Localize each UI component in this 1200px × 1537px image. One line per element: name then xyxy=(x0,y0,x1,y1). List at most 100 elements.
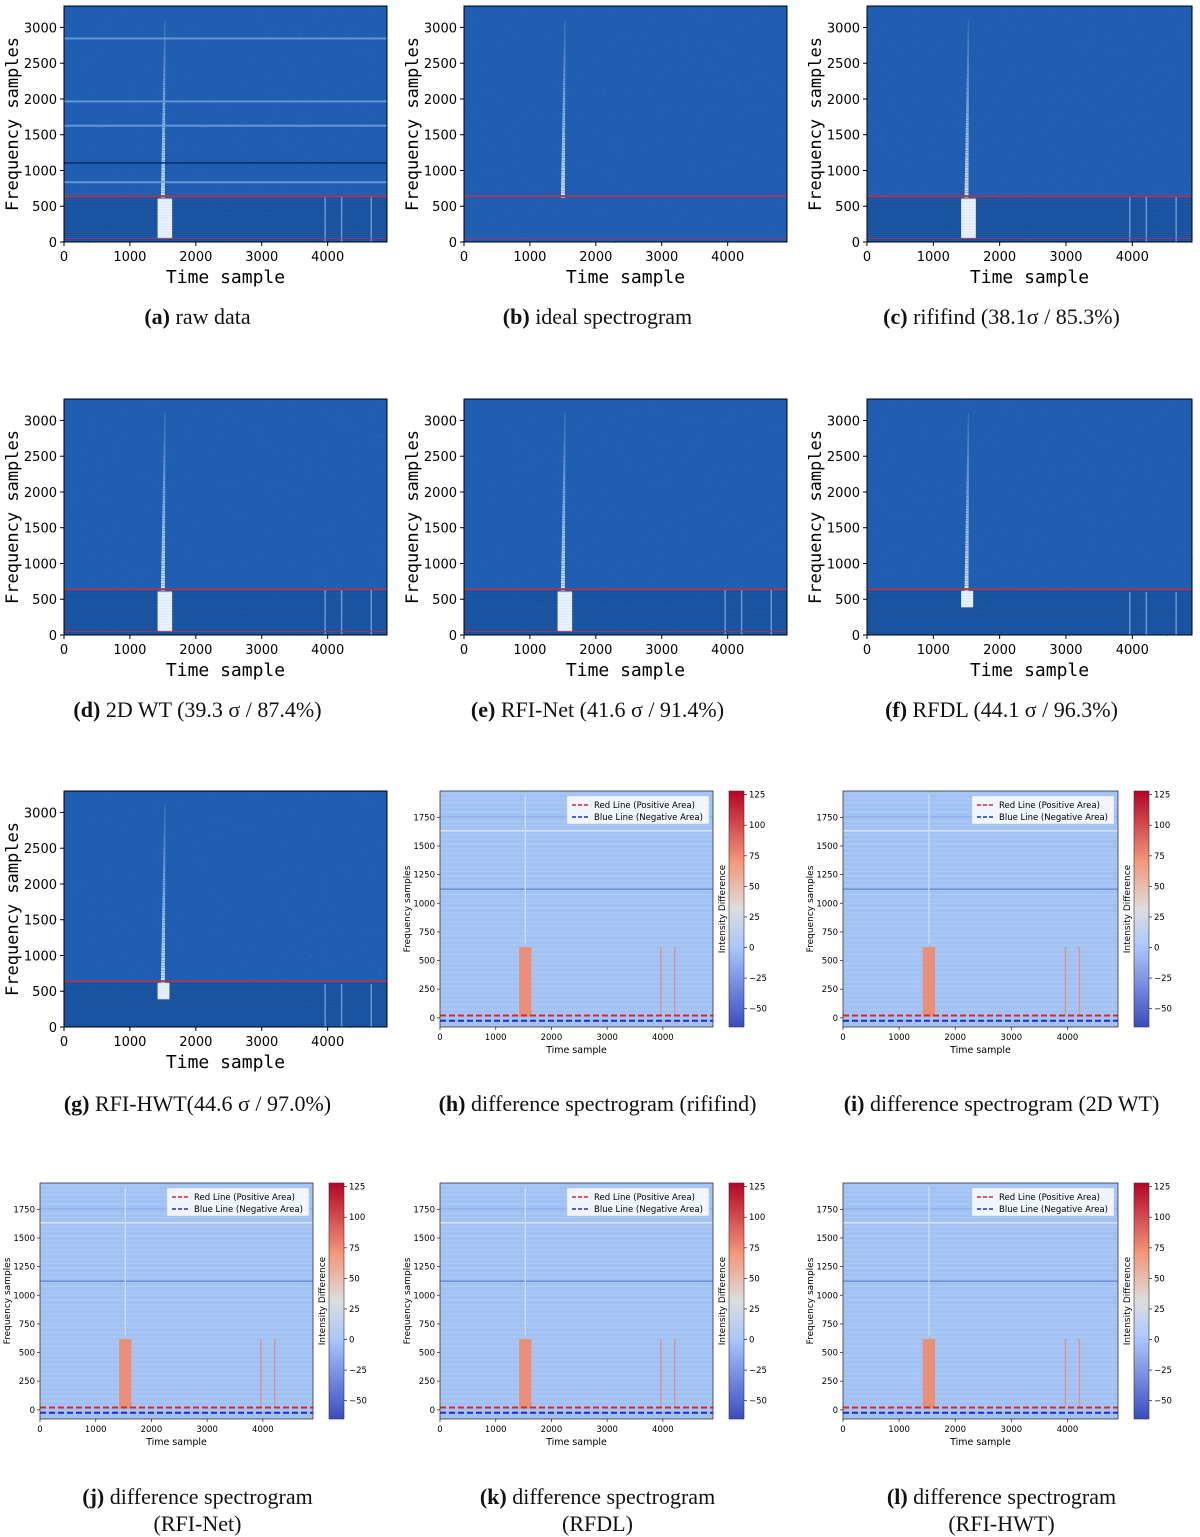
band-line xyxy=(440,1354,713,1356)
pulse-segment xyxy=(162,122,166,126)
noise-speck xyxy=(594,134,596,136)
positive-area-stripe xyxy=(922,998,936,1001)
noise-speck xyxy=(505,129,507,131)
noise-speck xyxy=(935,47,937,49)
noise-speck xyxy=(107,558,109,560)
noise-speck xyxy=(300,602,302,604)
noise-speck xyxy=(969,401,971,403)
noise-speck xyxy=(1118,85,1120,88)
noise-speck xyxy=(242,561,244,563)
noise-speck xyxy=(542,184,545,186)
x-tick-label: 2000 xyxy=(579,643,612,658)
y-tick-label: 750 xyxy=(19,1320,35,1330)
noise-speck xyxy=(683,38,686,40)
pulse-segment xyxy=(162,495,166,499)
noise-speck xyxy=(209,793,211,795)
noise-speck xyxy=(968,518,970,521)
noise-speck xyxy=(301,1009,303,1012)
noise-speck xyxy=(1139,113,1142,115)
noise-speck xyxy=(777,205,779,207)
noise-speck xyxy=(1157,418,1159,420)
noise-speck xyxy=(542,456,544,459)
pulse-segment xyxy=(161,162,165,166)
noise-speck xyxy=(1028,191,1030,194)
x-axis-label: Time sample xyxy=(145,1437,207,1448)
noise-speck xyxy=(164,950,166,952)
noise-speck xyxy=(1169,462,1171,464)
pulse-segment xyxy=(964,583,969,586)
y-tick-label: 0 xyxy=(49,236,57,251)
pulse-segment xyxy=(163,445,166,449)
pulse-segment xyxy=(563,468,566,471)
noise-speck xyxy=(769,533,771,535)
noise-speck xyxy=(293,1011,295,1014)
noise-speck xyxy=(184,30,186,33)
pulse-segment xyxy=(161,172,165,176)
pulse-segment xyxy=(162,95,166,98)
pulse-segment xyxy=(965,162,969,166)
positive-area-stripe xyxy=(922,1345,936,1348)
noise-speck xyxy=(1038,505,1040,507)
pulse-segment xyxy=(161,965,165,968)
pulse-segment xyxy=(964,578,969,581)
noise-speck xyxy=(778,543,781,546)
pulse-segment xyxy=(561,535,566,539)
noise-speck xyxy=(326,102,328,104)
low-band-stripe xyxy=(464,600,787,602)
low-band-stripe xyxy=(64,214,387,216)
noise-speck xyxy=(1091,13,1093,15)
noise-speck xyxy=(1015,403,1017,406)
low-band-stripe xyxy=(64,1008,387,1011)
noise-speck xyxy=(706,221,708,223)
noise-speck xyxy=(552,170,554,172)
noise-speck xyxy=(325,891,327,893)
pulse-segment xyxy=(161,137,166,141)
noise-speck xyxy=(1075,454,1077,456)
noise-speck xyxy=(205,127,207,129)
pulse-segment xyxy=(561,177,565,181)
low-band-stripe xyxy=(464,596,787,598)
noise-speck xyxy=(249,826,251,828)
noise-speck xyxy=(716,43,718,45)
noise-speck xyxy=(645,469,647,471)
difference-background xyxy=(843,791,1118,1027)
positive-area-stripe xyxy=(922,1399,936,1403)
noise-speck xyxy=(1017,409,1020,411)
positive-area-stripe xyxy=(519,1009,532,1012)
rfi-block-stripe xyxy=(961,225,976,228)
pulse-segment xyxy=(161,550,165,554)
positive-area-stripe xyxy=(922,1387,936,1390)
band-line xyxy=(440,793,713,795)
low-band-stripe xyxy=(64,598,387,600)
positive-area-stripe xyxy=(519,1345,532,1348)
colorbar-label: Intensity Difference xyxy=(318,1256,328,1345)
noise-speck xyxy=(745,81,747,84)
noise-speck xyxy=(1069,621,1071,623)
pulse-segment xyxy=(162,917,166,921)
noise-speck xyxy=(1021,417,1023,419)
pulse-segment xyxy=(563,458,566,461)
positive-area-stripe xyxy=(922,1339,936,1342)
pulse-segment xyxy=(162,488,166,491)
y-tick-label: 0 xyxy=(49,1021,57,1036)
pulse-segment xyxy=(967,40,970,43)
x-tick-label: 3000 xyxy=(1049,643,1082,658)
low-band-stripe xyxy=(464,624,787,626)
pulse-segment xyxy=(164,812,166,816)
pulse-segment xyxy=(967,453,969,456)
band-line xyxy=(440,972,713,973)
noise-speck xyxy=(366,796,368,798)
pulse-segment xyxy=(965,540,969,544)
noise-speck xyxy=(338,414,340,416)
rfi-block-stripe xyxy=(961,200,976,203)
low-band-stripe xyxy=(464,609,787,611)
rfi-block-stripe xyxy=(557,608,573,612)
noise-speck xyxy=(1043,452,1045,454)
noise-speck xyxy=(953,489,955,491)
noise-speck xyxy=(1077,179,1080,181)
pulse-segment xyxy=(164,415,166,419)
y-tick-label: 1250 xyxy=(816,1263,838,1273)
legend-box xyxy=(566,795,710,825)
pulse-segment xyxy=(561,137,566,141)
x-axis-label: Time sample xyxy=(545,1045,607,1056)
